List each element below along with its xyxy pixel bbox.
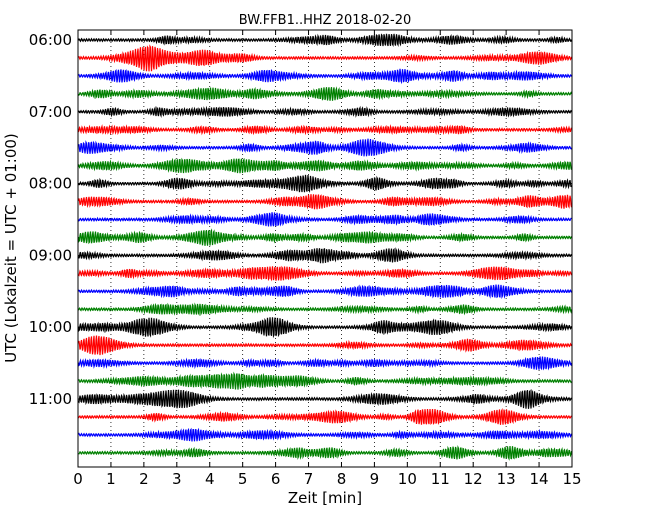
x-tick-label: 13 <box>497 470 516 488</box>
x-tick-label: 12 <box>464 470 483 488</box>
seismic-trace <box>77 212 572 227</box>
seismic-trace <box>77 407 572 426</box>
seismic-trace <box>77 194 573 210</box>
seismic-trace <box>77 228 573 246</box>
x-tick-label: 14 <box>530 470 549 488</box>
x-tick-label: 7 <box>304 470 314 488</box>
trace-group <box>77 33 573 461</box>
x-tick-label: 4 <box>205 470 215 488</box>
seismic-trace <box>77 33 573 47</box>
x-tick-label: 8 <box>337 470 347 488</box>
seismic-trace <box>78 371 572 390</box>
seismic-trace <box>77 86 573 101</box>
x-tick-label: 15 <box>562 470 581 488</box>
seismic-trace <box>77 124 573 136</box>
seismic-trace <box>78 105 572 118</box>
seismic-trace <box>78 138 573 157</box>
x-tick-label: 3 <box>172 470 182 488</box>
x-tick-label: 1 <box>106 470 116 488</box>
seismic-trace <box>77 302 573 317</box>
seismic-trace <box>77 284 573 300</box>
x-tick-label: 10 <box>398 470 417 488</box>
y-axis: 06:00 07:00 08:00 09:00 10:00 11:00 <box>29 31 572 408</box>
seismic-trace <box>78 444 573 461</box>
x-tick-label: 0 <box>73 470 83 488</box>
plot-frame <box>77 29 573 468</box>
y-tick-label: 11:00 <box>29 390 72 408</box>
seismic-trace <box>78 68 573 85</box>
x-tick-label: 5 <box>238 470 248 488</box>
seismic-trace <box>78 265 573 282</box>
seismic-trace <box>77 427 573 442</box>
seismic-trace <box>77 247 572 264</box>
seismic-trace <box>77 174 573 193</box>
y-axis-label: UTC (Lokalzeit = UTC + 01:00) <box>2 133 20 363</box>
y-tick-label: 07:00 <box>29 103 72 121</box>
seismic-trace <box>77 317 573 339</box>
y-tick-label: 08:00 <box>29 175 72 193</box>
x-tick-label: 6 <box>271 470 281 488</box>
seismic-trace <box>77 157 573 174</box>
x-tick-label: 2 <box>139 470 149 488</box>
x-tick-label: 9 <box>370 470 380 488</box>
x-tick-label: 11 <box>431 470 450 488</box>
x-axis-label: Zeit [min] <box>288 489 362 507</box>
chart-title: BW.FFB1..HHZ 2018-02-20 <box>239 13 412 28</box>
seismic-trace <box>78 44 573 72</box>
seismic-trace <box>77 335 573 356</box>
x-axis: 0 1 2 3 4 5 6 7 8 9 10 11 12 13 14 15 <box>73 30 582 488</box>
y-tick-label: 09:00 <box>29 246 72 264</box>
seismic-trace <box>77 356 573 371</box>
seismic-trace <box>78 388 572 409</box>
y-tick-label: 10:00 <box>29 318 72 336</box>
y-tick-label: 06:00 <box>29 31 72 49</box>
